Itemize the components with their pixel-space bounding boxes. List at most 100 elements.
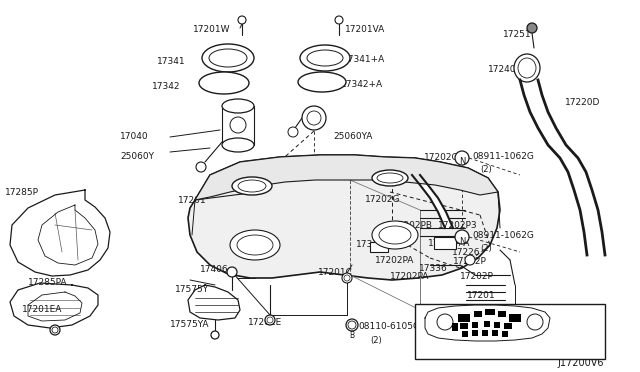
Ellipse shape — [372, 170, 408, 186]
Text: 17201W: 17201W — [193, 25, 230, 34]
Bar — [484, 321, 490, 327]
Text: 17040: 17040 — [120, 132, 148, 141]
Text: 17575Y: 17575Y — [175, 285, 209, 294]
Text: J17200V6: J17200V6 — [557, 358, 604, 368]
Bar — [509, 314, 521, 322]
Text: 17342: 17342 — [152, 82, 180, 91]
Bar — [502, 331, 508, 337]
Text: 17341: 17341 — [157, 57, 186, 66]
Text: 25060YA: 25060YA — [333, 132, 372, 141]
Text: 17251: 17251 — [503, 30, 532, 39]
Text: B: B — [349, 331, 355, 340]
Text: N: N — [459, 237, 465, 246]
Circle shape — [267, 317, 273, 323]
Text: 17338: 17338 — [356, 240, 385, 249]
Text: 17575YA: 17575YA — [170, 320, 209, 329]
Circle shape — [307, 111, 321, 125]
Bar — [485, 309, 495, 315]
Circle shape — [335, 16, 343, 24]
Ellipse shape — [199, 72, 249, 94]
Circle shape — [342, 273, 352, 283]
Ellipse shape — [202, 44, 254, 72]
Circle shape — [238, 16, 246, 24]
Bar — [460, 323, 468, 329]
Circle shape — [455, 230, 469, 244]
Bar — [474, 311, 482, 317]
Bar — [434, 237, 456, 249]
Ellipse shape — [238, 180, 266, 192]
Circle shape — [344, 275, 350, 281]
Ellipse shape — [372, 221, 418, 249]
Text: 17336+A: 17336+A — [428, 239, 470, 248]
Text: (2): (2) — [480, 165, 492, 174]
Bar — [370, 242, 388, 252]
Text: 17201EA: 17201EA — [22, 305, 62, 314]
Bar — [492, 330, 498, 336]
Circle shape — [348, 321, 356, 329]
Circle shape — [527, 23, 537, 33]
Ellipse shape — [300, 45, 350, 71]
Polygon shape — [195, 155, 498, 200]
Circle shape — [346, 319, 358, 331]
Circle shape — [227, 267, 237, 277]
Circle shape — [265, 315, 275, 325]
Text: 17240: 17240 — [488, 65, 516, 74]
Text: 17228M: 17228M — [393, 170, 429, 179]
Text: 17201VA: 17201VA — [345, 25, 385, 34]
Bar — [472, 330, 478, 336]
Text: 17226: 17226 — [452, 248, 481, 257]
Text: 17285PA: 17285PA — [28, 278, 67, 287]
Ellipse shape — [230, 230, 280, 260]
Text: 17285P: 17285P — [5, 188, 39, 197]
Text: 17202P: 17202P — [453, 257, 487, 266]
Polygon shape — [520, 80, 605, 255]
Text: (2): (2) — [480, 244, 492, 253]
Text: 08911-1062G: 08911-1062G — [472, 231, 534, 240]
Ellipse shape — [237, 235, 273, 255]
Circle shape — [288, 127, 298, 137]
Text: 25060Y: 25060Y — [120, 152, 154, 161]
Text: 17202G: 17202G — [365, 195, 401, 204]
Bar — [504, 323, 512, 329]
Text: 17202PA: 17202PA — [375, 256, 414, 265]
Circle shape — [302, 106, 326, 130]
Text: 17243M: 17243M — [455, 342, 492, 351]
Bar — [462, 331, 468, 337]
Circle shape — [230, 117, 246, 133]
Text: 17336: 17336 — [419, 264, 448, 273]
Ellipse shape — [298, 72, 346, 92]
Ellipse shape — [232, 177, 272, 195]
Text: 17201C: 17201C — [318, 268, 353, 277]
Bar — [472, 322, 478, 328]
Text: 08110-6105G: 08110-6105G — [358, 322, 420, 331]
Circle shape — [465, 255, 475, 265]
Bar — [415, 304, 605, 359]
Text: 17202GA: 17202GA — [424, 153, 466, 162]
Text: 17406: 17406 — [200, 265, 228, 274]
Circle shape — [211, 331, 219, 339]
Text: 17201E: 17201E — [248, 318, 282, 327]
Polygon shape — [188, 155, 500, 280]
Circle shape — [50, 325, 60, 335]
Ellipse shape — [379, 226, 411, 244]
Circle shape — [455, 151, 469, 165]
Bar — [452, 323, 458, 331]
Text: 17342+A: 17342+A — [341, 80, 383, 89]
Bar — [498, 311, 506, 317]
Circle shape — [52, 327, 58, 333]
Text: 17202PA: 17202PA — [390, 272, 429, 281]
Text: 17202PB: 17202PB — [393, 221, 433, 230]
Polygon shape — [412, 175, 453, 228]
Text: 08911-1062G: 08911-1062G — [472, 152, 534, 161]
Text: 17201: 17201 — [178, 196, 207, 205]
Ellipse shape — [377, 173, 403, 183]
Text: N: N — [459, 157, 465, 167]
Bar — [494, 322, 500, 328]
Text: (2): (2) — [370, 336, 381, 345]
Ellipse shape — [222, 99, 254, 113]
Ellipse shape — [514, 54, 540, 82]
Ellipse shape — [209, 49, 247, 67]
Text: 17341+A: 17341+A — [343, 55, 385, 64]
Text: 17201: 17201 — [467, 291, 495, 300]
Ellipse shape — [307, 50, 343, 66]
